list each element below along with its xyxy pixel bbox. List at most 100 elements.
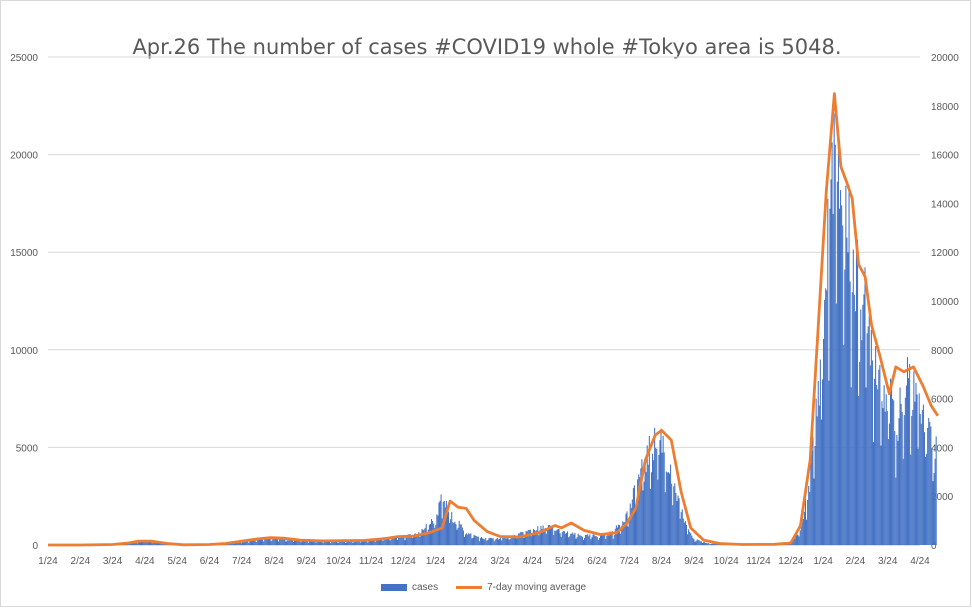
bar-cases [527,531,528,545]
bar-cases [296,541,297,545]
bar-cases [648,465,649,545]
bar-cases [805,497,806,545]
bar-cases [835,145,836,545]
bar-cases [555,531,556,545]
bar-cases [657,480,658,545]
bar-cases [561,537,562,545]
bar-cases [390,540,391,545]
bar-cases [878,370,879,545]
bar-cases [679,498,680,545]
bar-cases [611,534,612,545]
bar-cases [928,418,929,545]
bar-cases [824,300,825,545]
bar-cases [491,538,492,545]
bar-cases [914,402,915,545]
bar-cases [531,536,532,545]
bar-cases [869,316,870,545]
bar-cases [700,541,701,545]
bar-cases [884,385,885,545]
bar-cases [643,482,644,545]
y-left-tick-5000: 5000 [16,443,39,454]
bar-cases [578,534,579,545]
bar-cases [306,541,307,545]
bar-cases [692,538,693,545]
bar-cases [348,542,349,545]
bar-cases [261,540,262,545]
bar-cases [567,531,568,545]
bar-cases [666,472,667,545]
bar-cases [674,483,675,545]
bar-cases [521,532,522,545]
bar-cases [834,114,835,545]
bar-cases [808,486,809,545]
bar-cases [600,535,601,545]
bar-cases [821,419,822,545]
bar-cases [579,535,580,545]
bar-cases [384,539,385,545]
bar-cases [862,305,863,545]
y-right-tick-12000: 12000 [931,248,959,259]
bar-cases [361,542,362,545]
bar-cases [461,524,462,545]
bar-cases [645,465,646,545]
bar-cases [888,439,889,545]
bar-cases [460,524,461,545]
bar-cases [901,404,902,545]
bar-cases [691,536,692,545]
bar-cases [635,511,636,545]
bar-cases [706,543,707,545]
bar-cases [628,527,629,545]
bar-cases [873,442,874,545]
x-tick-5: 6/24 [200,556,220,567]
bar-cases [881,401,882,545]
bar-cases [829,209,830,545]
bar-cases [576,539,577,545]
bar-cases [907,357,908,545]
bar-cases [449,523,450,545]
bar-cases [433,524,434,545]
bar-cases [838,132,839,545]
x-tick-9: 10/24 [326,556,351,567]
x-tick-21: 10/24 [714,556,739,567]
bar-cases [528,530,529,545]
bar-cases [709,544,710,545]
bar-cases [471,538,472,545]
bar-cases [398,538,399,545]
bar-cases [316,542,317,545]
bar-cases [665,492,666,545]
bar-cases [647,445,648,545]
bar-cases [867,333,868,545]
bar-cases [559,529,560,545]
bar-cases [864,267,865,545]
bar-cases [419,537,420,545]
bar-cases [266,539,267,545]
bar-cases [860,309,861,545]
x-tick-19: 8/24 [652,556,672,567]
bar-cases [537,526,538,545]
bar-cases [448,512,449,545]
bar-cases [573,535,574,545]
y-right-tick-10000: 10000 [931,297,959,308]
bar-cases [249,541,250,545]
bar-cases [688,529,689,545]
bar-cases [853,250,854,545]
bar-cases [696,541,697,545]
bar-cases [452,522,453,545]
bar-cases [323,543,324,545]
bar-cases [349,541,350,545]
bar-cases [347,541,348,545]
bar-cases [451,512,452,545]
bar-cases [476,536,477,545]
bar-cases [468,533,469,545]
bar-cases [930,427,931,545]
bar-cases [839,209,840,545]
bar-cases [653,460,654,545]
bar-cases [556,530,557,545]
bar-cases [603,535,604,545]
x-tick-13: 2/24 [458,556,478,567]
x-tick-7: 8/24 [264,556,284,567]
bar-cases [850,281,851,545]
bar-cases [522,532,523,545]
bar-cases [799,536,800,545]
bar-cases [830,179,831,545]
